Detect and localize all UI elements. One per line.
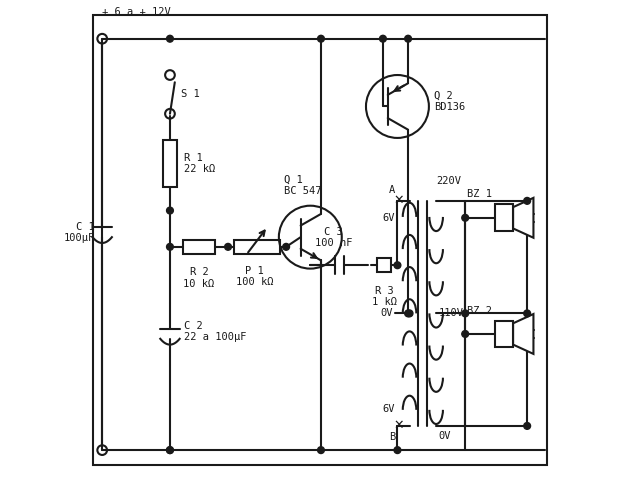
Circle shape: [462, 331, 468, 337]
Text: S 1: S 1: [180, 90, 199, 99]
FancyBboxPatch shape: [495, 204, 513, 231]
FancyBboxPatch shape: [377, 258, 392, 272]
Text: 0V: 0V: [380, 308, 392, 318]
Polygon shape: [513, 314, 534, 354]
Circle shape: [283, 243, 289, 250]
Circle shape: [166, 447, 173, 454]
FancyBboxPatch shape: [183, 240, 215, 254]
Polygon shape: [513, 198, 534, 238]
Text: BZ 2: BZ 2: [467, 305, 492, 316]
Text: + 6 a + 12V: + 6 a + 12V: [102, 7, 171, 17]
Text: C 1
100µF: C 1 100µF: [64, 222, 95, 243]
Circle shape: [462, 214, 468, 221]
Text: 110V: 110V: [438, 308, 463, 318]
Text: A: A: [388, 185, 395, 195]
Circle shape: [462, 310, 468, 317]
Text: ✕: ✕: [393, 420, 404, 432]
Text: C 2
22 a 100µF: C 2 22 a 100µF: [184, 321, 247, 342]
Text: 6V: 6V: [383, 213, 395, 223]
FancyBboxPatch shape: [234, 240, 280, 254]
Circle shape: [524, 423, 531, 429]
Text: Q 2
BD136: Q 2 BD136: [434, 91, 465, 112]
Circle shape: [166, 35, 173, 42]
Circle shape: [404, 35, 412, 42]
Circle shape: [166, 207, 173, 214]
FancyBboxPatch shape: [495, 320, 513, 348]
Circle shape: [524, 197, 531, 204]
Circle shape: [404, 310, 412, 317]
Text: P 1
100 kΩ: P 1 100 kΩ: [236, 266, 273, 287]
Text: 220V: 220V: [436, 176, 461, 186]
Circle shape: [524, 310, 531, 317]
Circle shape: [394, 447, 401, 454]
Circle shape: [380, 35, 387, 42]
Circle shape: [166, 447, 173, 454]
Text: R 2
10 kΩ: R 2 10 kΩ: [184, 267, 214, 289]
Circle shape: [225, 243, 232, 250]
Text: R 3
1 kΩ: R 3 1 kΩ: [372, 286, 397, 307]
Text: ✕: ✕: [393, 195, 404, 207]
Text: 0V: 0V: [438, 431, 451, 441]
Text: BZ 1: BZ 1: [467, 189, 492, 199]
Text: R 1
22 kΩ: R 1 22 kΩ: [184, 152, 216, 174]
Circle shape: [394, 262, 401, 269]
Text: C 3
100 nF: C 3 100 nF: [315, 227, 352, 248]
Text: Q 1
BC 547: Q 1 BC 547: [284, 174, 321, 196]
Circle shape: [317, 35, 324, 42]
Circle shape: [166, 243, 173, 250]
Circle shape: [406, 310, 413, 317]
Circle shape: [317, 447, 324, 454]
Text: B: B: [388, 432, 395, 442]
FancyBboxPatch shape: [163, 140, 177, 187]
Text: 6V: 6V: [383, 404, 395, 414]
